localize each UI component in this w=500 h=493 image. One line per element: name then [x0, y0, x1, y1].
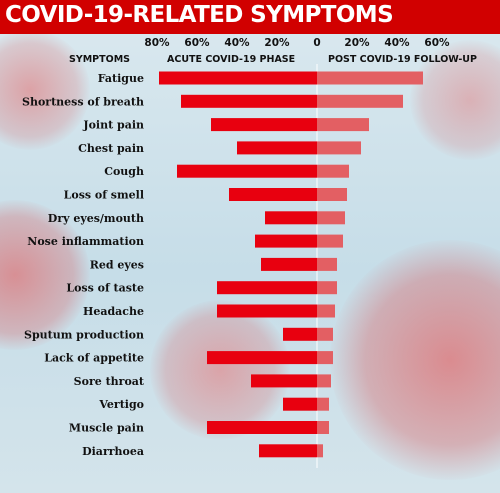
bar-post	[317, 397, 329, 411]
category-label: Cough	[104, 165, 144, 178]
category-label: Fatigue	[98, 72, 144, 85]
bar-acute	[229, 188, 317, 201]
x-tick-label-right: 60%	[424, 37, 450, 49]
x-tick-label-left: 80%	[144, 37, 170, 49]
bar-acute	[283, 397, 317, 411]
bar-acute	[265, 211, 317, 225]
bar-acute	[207, 421, 317, 434]
bar-post	[317, 281, 337, 295]
category-header: SYMPTOMS	[69, 54, 130, 65]
bar-post	[317, 188, 347, 201]
category-label: Loss of smell	[64, 189, 144, 202]
bar-post	[317, 421, 329, 434]
bar-acute	[259, 444, 317, 458]
bar-post	[317, 211, 345, 225]
bar-acute	[217, 304, 317, 318]
bar-acute	[255, 234, 317, 248]
category-label: Sputum production	[24, 328, 144, 341]
category-label: Sore throat	[74, 375, 145, 388]
chart-title: COVID-19-RELATED SYMPTOMS	[5, 2, 394, 28]
bar-post	[317, 444, 323, 458]
bar-post	[317, 164, 349, 178]
bar-acute	[181, 94, 317, 108]
x-tick-label-left: 60%	[184, 37, 210, 49]
category-label: Diarrhoea	[82, 445, 144, 458]
category-label: Joint pain	[82, 119, 144, 132]
bar-post	[317, 71, 423, 85]
title-banner: COVID-19-RELATED SYMPTOMS	[0, 0, 500, 34]
bar-post	[317, 257, 337, 271]
virus-particle-decoration	[410, 40, 500, 160]
bar-post	[317, 94, 403, 108]
bar-post	[317, 327, 333, 341]
category-label: Lack of appetite	[44, 352, 144, 365]
post-series-header: POST COVID-19 FOLLOW-UP	[328, 54, 477, 65]
x-tick-label-left: 40%	[224, 37, 250, 49]
category-label: Loss of taste	[66, 282, 144, 295]
bar-post	[317, 234, 343, 248]
bar-acute	[207, 351, 317, 365]
category-label: Headache	[83, 305, 144, 318]
bar-acute	[217, 281, 317, 295]
bar-post	[317, 141, 361, 155]
bar-acute	[261, 257, 317, 271]
category-label: Dry eyes/mouth	[48, 212, 144, 225]
bar-acute	[251, 374, 317, 388]
bar-acute	[177, 164, 317, 178]
category-label: Muscle pain	[69, 422, 144, 435]
bar-acute	[237, 141, 317, 155]
x-tick-label-right: 40%	[384, 37, 410, 49]
virus-particle-decoration	[150, 300, 290, 440]
category-label: Nose inflammation	[27, 235, 144, 248]
category-label: Chest pain	[78, 142, 144, 155]
category-label: Red eyes	[90, 258, 144, 271]
category-label: Shortness of breath	[22, 95, 144, 108]
bar-acute	[211, 118, 317, 132]
category-label: Vertigo	[98, 398, 144, 411]
x-tick-label-left: 20%	[264, 37, 290, 49]
acute-series-header: ACUTE COVID-19 PHASE	[167, 54, 295, 65]
bar-post	[317, 351, 333, 365]
x-tick-label-right: 20%	[344, 37, 370, 49]
bar-post	[317, 118, 369, 132]
x-tick-label-left: 0	[313, 37, 320, 49]
bar-acute	[283, 327, 317, 341]
bar-post	[317, 304, 335, 318]
bar-acute	[159, 71, 317, 85]
bar-post	[317, 374, 331, 388]
